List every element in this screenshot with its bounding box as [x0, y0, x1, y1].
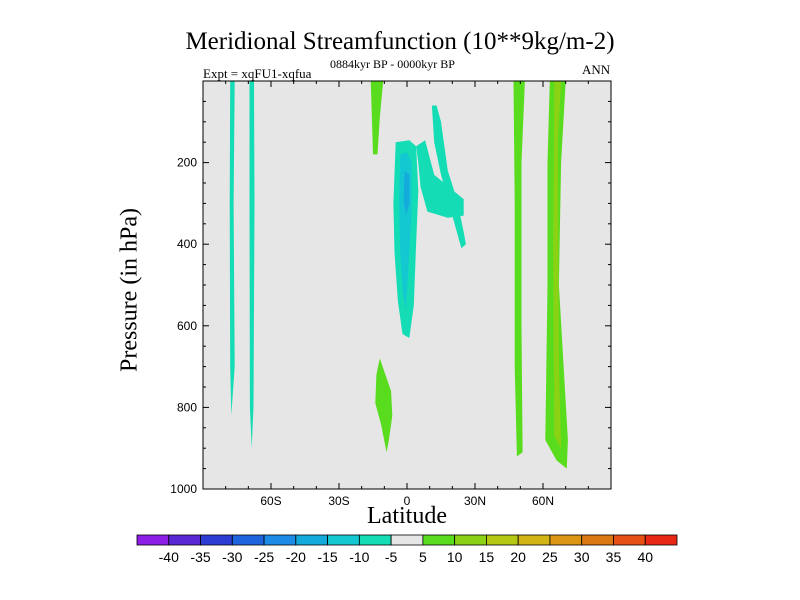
- colorbar-label: -15: [317, 549, 337, 565]
- colorbar-label: 10: [447, 549, 463, 565]
- s-midlat-neg-band: [249, 81, 255, 449]
- colorbar-box: [231, 534, 265, 546]
- experiment-label: Expt = xqFU1-xqfua: [203, 66, 312, 81]
- colorbar-box: [295, 534, 328, 546]
- colorbar-label: 30: [574, 549, 590, 565]
- colorbar-box: [581, 534, 614, 546]
- colorbar-label: 20: [510, 549, 526, 565]
- n-highlat-pos-band-inner: [553, 81, 562, 449]
- x-tick-label: 60S: [260, 494, 281, 508]
- colorbar-label: -10: [349, 549, 369, 565]
- colorbar-box: [327, 534, 360, 546]
- colorbar-box: [200, 534, 233, 546]
- colorbar-label: 5: [419, 549, 427, 565]
- colorbar-box: [644, 534, 678, 546]
- colorbar-label: -35: [190, 549, 210, 565]
- colorbar-label: -40: [159, 549, 179, 565]
- x-tick-label: 60N: [532, 494, 554, 508]
- tropical-neg-cell-core: [403, 170, 410, 216]
- y-tick-label: 400: [177, 237, 197, 251]
- colorbar-box: [517, 534, 551, 546]
- axis-ticks: 200 400 600 800 1000 60S 30S 0 30N 60N: [170, 81, 611, 508]
- chart-title: Meridional Streamfunction (10**9kg/m-2): [185, 28, 615, 55]
- colorbar-box: [263, 534, 297, 546]
- s-high-lat-neg-band: [229, 81, 235, 416]
- colorbar-box: [136, 534, 170, 546]
- colorbar-box: [486, 534, 519, 546]
- colorbar-box: [358, 534, 392, 546]
- x-axis-title: Latitude: [367, 503, 447, 529]
- y-tick-label: 200: [177, 156, 197, 170]
- x-tick-label: 0: [404, 494, 411, 508]
- y-tick-label: 600: [177, 319, 197, 333]
- colorbar-label: -5: [385, 549, 398, 565]
- colorbar-label: 15: [479, 549, 495, 565]
- y-tick-label: 1000: [170, 482, 197, 496]
- colorbar-box: [168, 534, 201, 546]
- colorbar-label: -20: [286, 549, 306, 565]
- colorbar-label: -25: [254, 549, 274, 565]
- colorbar-box: [422, 534, 456, 546]
- x-tick-label: 30S: [328, 494, 349, 508]
- colorbar-label: -30: [222, 549, 242, 565]
- lower-pos-blob: [375, 358, 393, 453]
- season-label: ANN: [582, 62, 611, 77]
- n-tropical-neg-sliver: [431, 105, 466, 249]
- colorbar-label: 25: [542, 549, 558, 565]
- contour-regions: [229, 81, 568, 469]
- colorbar-box: [613, 534, 646, 546]
- x-tick-label: 30N: [464, 494, 486, 508]
- colorbar-label: 35: [606, 549, 622, 565]
- upper-pos-sliver: [370, 81, 384, 155]
- colorbar-label: 40: [637, 549, 653, 565]
- colorbar: -40 -35 -30 -25 -20 -15 -10 -5 5 10 15 20 25 30 35 40: [136, 534, 678, 565]
- colorbar-box: [549, 534, 583, 546]
- chart-subtitle: 0884kyr BP - 0000kyr BP: [330, 57, 455, 71]
- colorbar-box: [390, 534, 424, 546]
- n-midlat-pos-band: [513, 81, 525, 457]
- y-tick-label: 800: [177, 400, 197, 414]
- colorbar-box: [454, 534, 487, 546]
